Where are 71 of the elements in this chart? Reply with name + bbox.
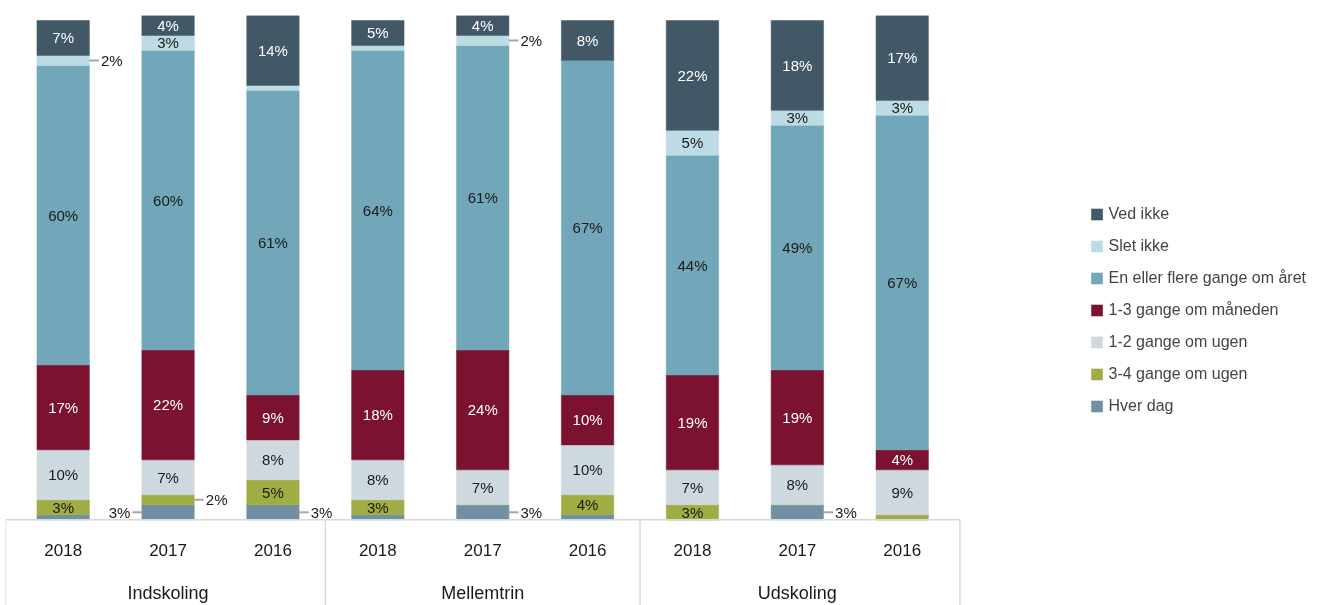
x-tick-label: 2016 bbox=[254, 541, 292, 561]
data-label: 4% bbox=[471, 16, 494, 34]
legend-label: 1-2 gange om ugen bbox=[1108, 333, 1248, 351]
data-label: 5% bbox=[366, 24, 389, 42]
data-label: 17% bbox=[48, 398, 79, 416]
text: Udskoling bbox=[757, 582, 837, 603]
text: Indskoling bbox=[127, 582, 209, 603]
x-tick-label: 2018 bbox=[673, 541, 712, 561]
x-tick-label: 2018 bbox=[358, 541, 397, 561]
data-label: 5% bbox=[681, 134, 704, 152]
data-label: 61% bbox=[467, 189, 498, 207]
data-label: 61% bbox=[257, 234, 288, 252]
data-label: 60% bbox=[153, 191, 184, 209]
data-label: 10% bbox=[48, 466, 79, 484]
data-label: 3% bbox=[891, 99, 914, 117]
data-label: 19% bbox=[782, 408, 813, 426]
legend-label: En eller flere gange om året bbox=[1108, 269, 1306, 287]
data-label: 7% bbox=[471, 478, 494, 496]
data-label: 4% bbox=[891, 451, 914, 469]
data-label: 67% bbox=[572, 219, 603, 237]
data-label: 60% bbox=[48, 206, 79, 224]
data-label: 64% bbox=[362, 201, 393, 219]
data-label: 9% bbox=[262, 408, 284, 426]
data-label: 18% bbox=[362, 406, 393, 424]
data-label: 14% bbox=[257, 41, 288, 59]
data-label: 7% bbox=[681, 478, 704, 496]
data-label: 24% bbox=[467, 401, 498, 419]
x-tick-label: 2018 bbox=[44, 541, 83, 561]
text: Mellemtrin bbox=[441, 582, 525, 603]
x-tick-label: 2017 bbox=[778, 541, 817, 561]
x-tick-label: 2016 bbox=[568, 541, 607, 561]
data-label: 44% bbox=[677, 256, 708, 274]
data-label: 3% bbox=[681, 503, 704, 521]
x-tick-label: 2017 bbox=[149, 541, 187, 561]
data-label: 67% bbox=[887, 274, 918, 292]
data-label: 49% bbox=[782, 239, 813, 257]
data-label: 3% bbox=[835, 503, 857, 521]
data-label: 8% bbox=[786, 476, 809, 494]
legend-label: Slet ikke bbox=[1108, 237, 1170, 255]
data-label: 8% bbox=[366, 471, 389, 489]
data-label: 3% bbox=[366, 498, 389, 516]
data-label: 18% bbox=[782, 56, 813, 74]
data-label: 7% bbox=[157, 468, 179, 486]
data-label: 4% bbox=[576, 496, 599, 514]
data-label: 10% bbox=[572, 411, 603, 429]
data-label: 9% bbox=[891, 483, 914, 501]
legend-label: 3-4 gange om ugen bbox=[1108, 365, 1248, 383]
data-label: 8% bbox=[262, 451, 284, 469]
data-label: 8% bbox=[576, 31, 599, 49]
data-label: 17% bbox=[887, 49, 918, 67]
data-label: 22% bbox=[677, 66, 708, 84]
data-label: 3% bbox=[52, 498, 75, 516]
x-tick-label: 2016 bbox=[883, 541, 922, 561]
data-label: 3% bbox=[108, 503, 131, 521]
data-label: 3% bbox=[520, 503, 543, 521]
data-label: 22% bbox=[153, 396, 184, 414]
legend-label: Hver dag bbox=[1108, 397, 1174, 415]
x-tick-label: 2017 bbox=[463, 541, 502, 561]
legend-label: 1-3 gange om måneden bbox=[1108, 301, 1279, 319]
data-label: 3% bbox=[157, 34, 179, 52]
data-label: 2% bbox=[205, 491, 228, 509]
data-label: 19% bbox=[677, 413, 708, 431]
data-label: 3% bbox=[786, 109, 809, 127]
data-label: 10% bbox=[572, 461, 603, 479]
data-label: 7% bbox=[52, 29, 75, 47]
data-label: 2% bbox=[520, 31, 543, 49]
legend-label: Ved ikke bbox=[1108, 205, 1170, 223]
data-label: 5% bbox=[262, 483, 284, 501]
data-label: 4% bbox=[157, 16, 179, 34]
data-label: 3% bbox=[310, 503, 333, 521]
data-label: 2% bbox=[100, 51, 123, 69]
